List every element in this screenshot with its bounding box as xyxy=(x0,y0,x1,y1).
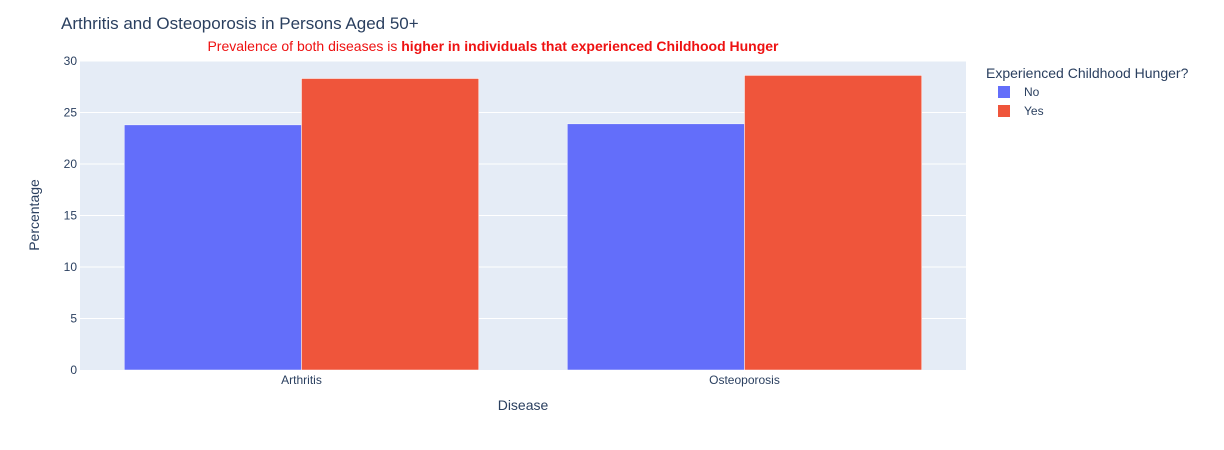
y-tick-label: 25 xyxy=(64,106,78,120)
bar-yes-osteoporosis xyxy=(744,75,922,371)
annotation-bold: higher in individuals that experienced C… xyxy=(401,38,779,54)
legend: Experienced Childhood Hunger? No Yes xyxy=(986,65,1189,118)
x-axis-ticks: Arthritis Osteoporosis xyxy=(281,373,780,387)
bar-no-arthritis xyxy=(124,124,302,371)
legend-title: Experienced Childhood Hunger? xyxy=(986,65,1189,81)
y-tick-label: 20 xyxy=(64,157,78,171)
legend-swatch-yes[interactable] xyxy=(998,105,1010,117)
y-tick-label: 30 xyxy=(64,54,78,68)
bars xyxy=(124,75,922,371)
y-tick-label: 5 xyxy=(70,312,77,326)
chart-title: Arthritis and Osteoporosis in Persons Ag… xyxy=(61,14,419,33)
y-tick-label: 0 xyxy=(70,363,77,377)
y-tick-label: 10 xyxy=(64,260,78,274)
annotation-prefix: Prevalence of both diseases is xyxy=(207,38,401,54)
bar-no-osteoporosis xyxy=(567,123,745,371)
y-tick-label: 15 xyxy=(64,209,78,223)
x-tick-label: Osteoporosis xyxy=(709,373,780,387)
legend-label-no[interactable]: No xyxy=(1024,85,1040,99)
bar-yes-arthritis xyxy=(301,78,479,371)
y-axis-title: Percentage xyxy=(26,179,42,251)
x-axis-title: Disease xyxy=(498,397,549,413)
chart-annotation: Prevalence of both diseases is higher in… xyxy=(207,38,779,54)
legend-label-yes[interactable]: Yes xyxy=(1024,104,1044,118)
y-axis-ticks: 0 5 10 15 20 25 30 xyxy=(64,54,78,377)
legend-swatch-no[interactable] xyxy=(998,86,1010,98)
x-tick-label: Arthritis xyxy=(281,373,322,387)
